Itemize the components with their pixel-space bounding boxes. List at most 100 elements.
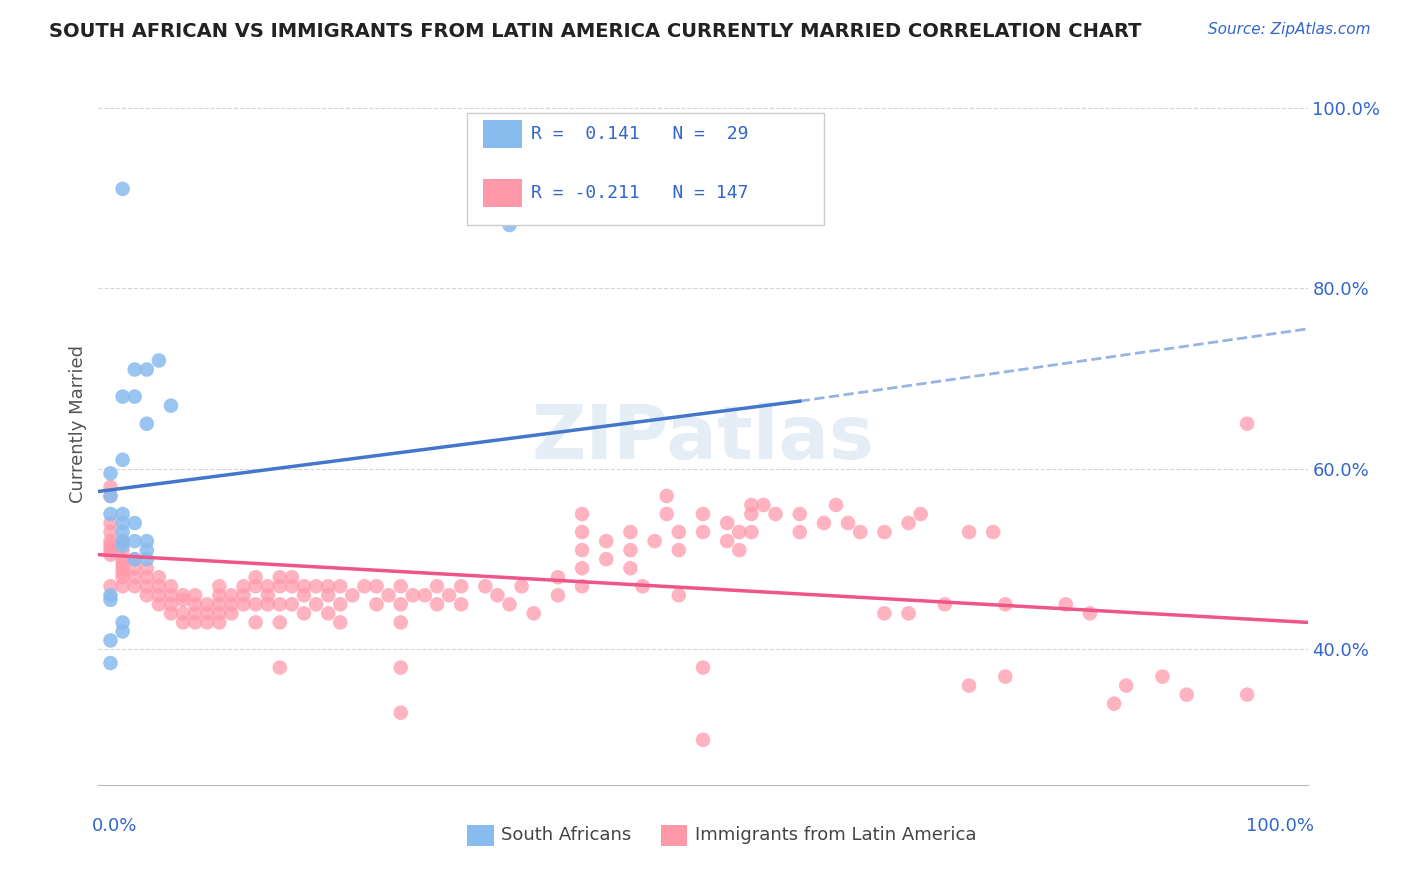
Point <box>595 534 617 549</box>
Point <box>789 524 811 539</box>
Point <box>100 467 122 481</box>
Point <box>934 598 956 612</box>
Point <box>111 516 134 530</box>
Point <box>100 534 122 549</box>
Point <box>269 660 291 674</box>
Point <box>100 524 122 539</box>
Point <box>111 543 134 558</box>
Point <box>111 615 134 630</box>
Point <box>111 570 134 584</box>
Point <box>571 579 593 593</box>
Point <box>100 507 122 521</box>
Point <box>510 579 533 593</box>
Point <box>450 598 472 612</box>
Text: South Africans: South Africans <box>501 826 631 844</box>
Point <box>100 489 122 503</box>
Point <box>124 362 146 376</box>
Text: ZIPatlas: ZIPatlas <box>531 401 875 475</box>
Point <box>232 598 254 612</box>
Point <box>402 588 425 602</box>
Text: SOUTH AFRICAN VS IMMIGRANTS FROM LATIN AMERICA CURRENTLY MARRIED CORRELATION CHA: SOUTH AFRICAN VS IMMIGRANTS FROM LATIN A… <box>49 22 1142 41</box>
FancyBboxPatch shape <box>482 120 522 148</box>
Point <box>957 679 980 693</box>
Point <box>571 543 593 558</box>
Point <box>389 706 412 720</box>
Point <box>124 552 146 566</box>
Point <box>111 534 134 549</box>
Point <box>486 588 509 602</box>
FancyBboxPatch shape <box>482 179 522 207</box>
Point <box>160 399 183 413</box>
Point <box>728 543 751 558</box>
Point <box>269 598 291 612</box>
Point <box>316 588 339 602</box>
Point <box>208 615 231 630</box>
Point <box>100 539 122 553</box>
Point <box>619 561 641 575</box>
Point <box>148 353 170 368</box>
Point <box>1115 679 1137 693</box>
Point <box>245 598 267 612</box>
Point <box>111 539 134 553</box>
Point <box>245 570 267 584</box>
Point <box>994 598 1017 612</box>
Text: R = -0.211   N = 147: R = -0.211 N = 147 <box>531 185 749 202</box>
Point <box>111 579 134 593</box>
Point <box>389 615 412 630</box>
Point <box>172 615 194 630</box>
Point <box>450 579 472 593</box>
Point <box>148 570 170 584</box>
Point <box>124 390 146 404</box>
Point <box>619 524 641 539</box>
Point <box>547 588 569 602</box>
Point <box>668 543 690 558</box>
Point <box>135 570 157 584</box>
Point <box>100 516 122 530</box>
Point <box>1175 688 1198 702</box>
Point <box>100 656 122 670</box>
Point <box>389 579 412 593</box>
Point <box>366 579 388 593</box>
Point <box>329 579 352 593</box>
Point <box>825 498 848 512</box>
Point <box>172 592 194 607</box>
Point <box>100 588 122 602</box>
Point <box>160 607 183 621</box>
Point <box>148 579 170 593</box>
Point <box>111 552 134 566</box>
Point <box>184 615 207 630</box>
Point <box>245 615 267 630</box>
Point <box>135 362 157 376</box>
Point <box>316 579 339 593</box>
Text: Source: ZipAtlas.com: Source: ZipAtlas.com <box>1208 22 1371 37</box>
Point <box>692 524 714 539</box>
Point <box>172 588 194 602</box>
Point <box>305 579 328 593</box>
Point <box>426 598 449 612</box>
Point <box>474 579 496 593</box>
Point <box>740 524 762 539</box>
Point <box>269 579 291 593</box>
Point <box>897 607 920 621</box>
Point <box>305 598 328 612</box>
Point <box>716 516 738 530</box>
Point <box>135 417 157 431</box>
Point <box>124 579 146 593</box>
Point <box>413 588 436 602</box>
Point <box>957 524 980 539</box>
Point <box>1236 688 1258 702</box>
Point <box>208 607 231 621</box>
Point <box>1152 669 1174 684</box>
Point <box>523 607 546 621</box>
Point <box>631 579 654 593</box>
Point <box>668 588 690 602</box>
Point <box>571 561 593 575</box>
Point <box>111 566 134 580</box>
Point <box>994 669 1017 684</box>
Point <box>208 598 231 612</box>
Point <box>716 534 738 549</box>
Point <box>135 552 157 566</box>
Point <box>281 598 304 612</box>
Point <box>269 615 291 630</box>
Point <box>426 579 449 593</box>
